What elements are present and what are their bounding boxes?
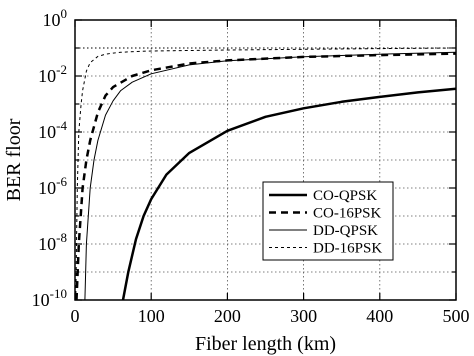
- y-tick-exponent: -4: [56, 118, 67, 133]
- legend-label: CO-16PSK: [313, 206, 382, 222]
- series-line-dd-qpsk: [84, 51, 457, 301]
- legend-box: [262, 181, 394, 261]
- y-tick-label: 10-8: [38, 230, 67, 254]
- legend-label: CO-QPSK: [313, 188, 377, 204]
- y-tick-exponent: 0: [61, 6, 68, 21]
- y-tick-exponent: -6: [56, 174, 67, 189]
- y-tick-base: 10: [43, 10, 61, 30]
- y-tick-label: 10-4: [38, 118, 67, 142]
- x-tick-label: 100: [138, 306, 165, 326]
- y-tick-base: 10: [32, 290, 50, 310]
- x-tick-label: 0: [71, 306, 80, 326]
- y-tick-base: 10: [38, 178, 56, 198]
- x-axis-title: Fiber length (km): [195, 333, 336, 355]
- y-tick-label: 10-10: [32, 286, 67, 310]
- y-tick-base: 10: [38, 234, 56, 254]
- series-lines: [75, 47, 457, 301]
- y-tick-exponent: -8: [56, 230, 67, 245]
- x-tick-label: 400: [366, 306, 393, 326]
- series-line-co-qpsk: [121, 87, 457, 301]
- series-line-dd-16psk: [75, 47, 457, 301]
- y-tick-exponent: -2: [56, 62, 67, 77]
- y-tick-base: 10: [38, 122, 56, 142]
- x-tick-label: 300: [290, 306, 317, 326]
- y-tick-exponent: -10: [50, 286, 67, 301]
- x-tick-label: 500: [443, 306, 470, 326]
- y-tick-label: 10-6: [38, 174, 67, 198]
- x-tick-label: 200: [214, 306, 241, 326]
- y-tick-label: 10-2: [38, 62, 67, 86]
- legend-label: DD-QPSK: [313, 223, 378, 239]
- legend-label: DD-16PSK: [313, 241, 382, 257]
- y-axis-title: BER floor: [3, 118, 25, 201]
- y-tick-label: 100: [43, 6, 68, 30]
- y-tick-base: 10: [38, 66, 56, 86]
